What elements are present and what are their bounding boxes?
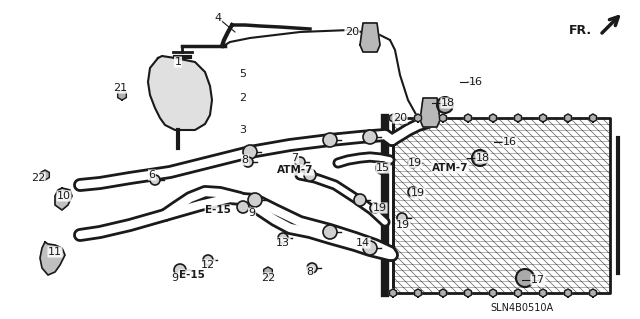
Text: E-15: E-15 <box>179 270 205 280</box>
Text: 20: 20 <box>345 27 359 37</box>
Polygon shape <box>515 289 522 297</box>
Circle shape <box>408 158 418 168</box>
Polygon shape <box>390 289 396 297</box>
Text: 3: 3 <box>239 125 246 135</box>
Circle shape <box>237 201 249 213</box>
Polygon shape <box>540 114 547 122</box>
Text: 22: 22 <box>31 173 45 183</box>
Circle shape <box>243 145 257 159</box>
Polygon shape <box>390 114 396 122</box>
Polygon shape <box>415 114 422 122</box>
Circle shape <box>248 193 262 207</box>
Text: 18: 18 <box>476 153 490 163</box>
Text: 19: 19 <box>411 188 425 198</box>
Text: FR.: FR. <box>569 24 592 36</box>
Polygon shape <box>360 23 380 52</box>
Circle shape <box>516 269 534 287</box>
Text: 5: 5 <box>239 69 246 79</box>
Text: 10: 10 <box>57 191 71 201</box>
Polygon shape <box>415 289 422 297</box>
Circle shape <box>354 194 366 206</box>
Text: 21: 21 <box>113 83 127 93</box>
Text: 16: 16 <box>503 137 517 147</box>
Text: 8: 8 <box>241 155 248 165</box>
Polygon shape <box>440 289 447 297</box>
Circle shape <box>472 150 488 166</box>
Text: 4: 4 <box>214 13 221 23</box>
Circle shape <box>370 203 380 213</box>
Polygon shape <box>118 90 126 100</box>
Text: 17: 17 <box>531 275 545 285</box>
Text: 16: 16 <box>469 77 483 87</box>
Polygon shape <box>564 114 572 122</box>
Text: 8: 8 <box>307 267 314 277</box>
Text: 19: 19 <box>396 220 410 230</box>
Text: 14: 14 <box>356 238 370 248</box>
Circle shape <box>323 133 337 147</box>
Polygon shape <box>589 114 596 122</box>
Circle shape <box>203 255 213 265</box>
Text: 9: 9 <box>248 208 255 218</box>
Circle shape <box>304 169 316 181</box>
Text: 13: 13 <box>276 238 290 248</box>
Polygon shape <box>540 289 547 297</box>
Polygon shape <box>465 114 472 122</box>
Text: 6: 6 <box>148 170 156 180</box>
Circle shape <box>397 213 407 223</box>
Polygon shape <box>55 188 72 210</box>
Text: 9: 9 <box>172 273 179 283</box>
Circle shape <box>150 175 160 185</box>
Polygon shape <box>148 56 212 130</box>
Text: 15: 15 <box>376 163 390 173</box>
Circle shape <box>174 264 186 276</box>
Polygon shape <box>490 114 497 122</box>
Polygon shape <box>490 289 497 297</box>
Text: 12: 12 <box>201 260 215 270</box>
Polygon shape <box>40 242 65 275</box>
Polygon shape <box>589 289 596 297</box>
Circle shape <box>363 130 377 144</box>
Circle shape <box>437 97 453 113</box>
Text: 18: 18 <box>441 98 455 108</box>
Polygon shape <box>440 114 447 122</box>
Text: 1: 1 <box>175 57 182 67</box>
Polygon shape <box>465 289 472 297</box>
Circle shape <box>278 233 288 243</box>
Polygon shape <box>420 98 440 127</box>
Text: SLN4B0510A: SLN4B0510A <box>490 303 553 313</box>
Circle shape <box>376 162 388 174</box>
Circle shape <box>307 263 317 273</box>
Text: 7: 7 <box>291 153 299 163</box>
Polygon shape <box>515 114 522 122</box>
Text: E-15: E-15 <box>205 205 231 215</box>
Text: ATM-7: ATM-7 <box>432 163 468 173</box>
Circle shape <box>363 241 377 255</box>
Polygon shape <box>41 170 49 180</box>
Polygon shape <box>564 289 572 297</box>
Text: 20: 20 <box>393 113 407 123</box>
Text: 22: 22 <box>261 273 275 283</box>
Text: 11: 11 <box>48 247 62 257</box>
Text: 19: 19 <box>373 203 387 213</box>
Bar <box>393 118 610 293</box>
Text: 2: 2 <box>239 93 246 103</box>
Text: 19: 19 <box>408 158 422 168</box>
Polygon shape <box>264 267 273 277</box>
Circle shape <box>323 225 337 239</box>
Text: ATM-7: ATM-7 <box>276 165 313 175</box>
Circle shape <box>243 157 253 167</box>
Circle shape <box>408 187 418 197</box>
Circle shape <box>295 157 305 167</box>
